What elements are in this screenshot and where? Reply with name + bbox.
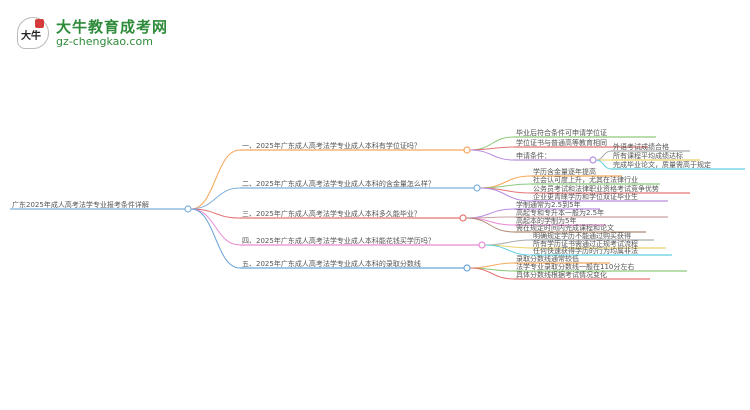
subleaf-connector — [595, 150, 612, 161]
leaf-node-label[interactable]: 学制通常为2.5到5年 — [516, 200, 581, 209]
subleaf-node-label[interactable]: 完成毕业论文，质量需高于规定 — [613, 160, 711, 169]
subleaf-node-label[interactable]: 外语考试成绩合格 — [613, 142, 669, 151]
leaf-node-label[interactable]: 高起本的学制为5年 — [516, 216, 576, 225]
leaf-connector — [469, 267, 515, 280]
leaf-node-label[interactable]: 法学专业录取分数线一般在110分左右 — [516, 262, 634, 271]
logo-seal-icon — [35, 19, 44, 28]
branch-connector — [190, 208, 241, 246]
collapse-toggle[interactable] — [459, 214, 467, 222]
leaf-connector — [465, 217, 515, 233]
logo-url: gz-chengkao.com — [56, 35, 153, 48]
root-node-label[interactable]: 广东2025年成人高考法学专业报考条件详解 — [12, 200, 149, 209]
leaf-node-label[interactable]: 所有学历证书需通过正规考试流程 — [533, 239, 638, 248]
collapse-toggle[interactable] — [463, 264, 471, 272]
leaf-node-label[interactable]: 企业更青睐学历和学位双证毕业生 — [533, 192, 638, 201]
subleaf-node-label[interactable]: 所有课程平均成绩达标 — [613, 151, 683, 160]
leaf-node-label[interactable]: 需在规定时间内完成课程和论文 — [516, 223, 614, 232]
leaf-node-label[interactable]: 学历含金量逐年提高 — [533, 167, 596, 176]
leaf-node-label[interactable]: 高起专和专升本一般为2.5年 — [516, 208, 604, 217]
root-collapse-toggle[interactable] — [184, 205, 192, 213]
leaf-node-label[interactable]: 任何快速获得学历的行为均属非法 — [533, 246, 638, 255]
collapse-toggle[interactable] — [463, 146, 471, 154]
leaf-connector — [469, 146, 515, 151]
leaf-node-label[interactable]: 学位证书与普通高等教育相同 — [516, 138, 607, 147]
logo-brand: 大牛教育成考网 — [56, 18, 169, 36]
branch-node-label[interactable]: 二、2025年广东成人高考法学专业成人本科的含金量怎么样？ — [242, 179, 435, 188]
leaf-connector — [479, 187, 532, 202]
leaf-node-label[interactable]: 明确规定学历不能通过购买获得 — [533, 231, 631, 240]
leaf-connector — [479, 183, 532, 189]
leaf-node-label[interactable]: 社会认可度上升，尤其在法律行业 — [533, 175, 638, 184]
branch-connector — [190, 187, 241, 210]
collapse-toggle[interactable] — [589, 156, 597, 164]
leaf-connector — [465, 217, 515, 226]
branch-node-label[interactable]: 四、2025年广东成人高考法学专业成人本科能花钱买学历吗？ — [242, 236, 435, 245]
leaf-node-label[interactable]: 录取分数线通常较低 — [516, 254, 579, 263]
collapse-toggle[interactable] — [478, 241, 486, 249]
branch-connector — [190, 149, 241, 210]
branch-node-label[interactable]: 三、2025年广东成人高考法学专业成人本科多久能毕业？ — [242, 209, 421, 218]
subleaf-connector — [595, 159, 612, 170]
leaf-connector — [469, 149, 515, 161]
leaf-node-label[interactable]: 公务员考试和法律职业资格考试竞争优势 — [533, 184, 659, 193]
leaf-connector — [484, 244, 532, 256]
branch-node-label[interactable]: 五、2025年广东成人高考法学专业成人本科的录取分数线 — [242, 259, 421, 268]
collapse-toggle[interactable] — [473, 184, 481, 192]
leaf-connector — [484, 239, 532, 246]
branch-node-label[interactable]: 一、2025年广东成人高考法学专业成人本科有学位证吗？ — [242, 141, 421, 150]
branch-connector — [190, 208, 241, 269]
logo-mark: 大牛 — [21, 31, 41, 42]
leaf-node-label[interactable]: 具体分数线根据考试情况变化 — [516, 270, 607, 279]
leaf-node-label[interactable]: 毕业后符合条件可申请学位证 — [516, 128, 607, 137]
leaf-node-label[interactable]: 申请条件： — [516, 151, 551, 160]
leaf-connector — [469, 262, 515, 269]
